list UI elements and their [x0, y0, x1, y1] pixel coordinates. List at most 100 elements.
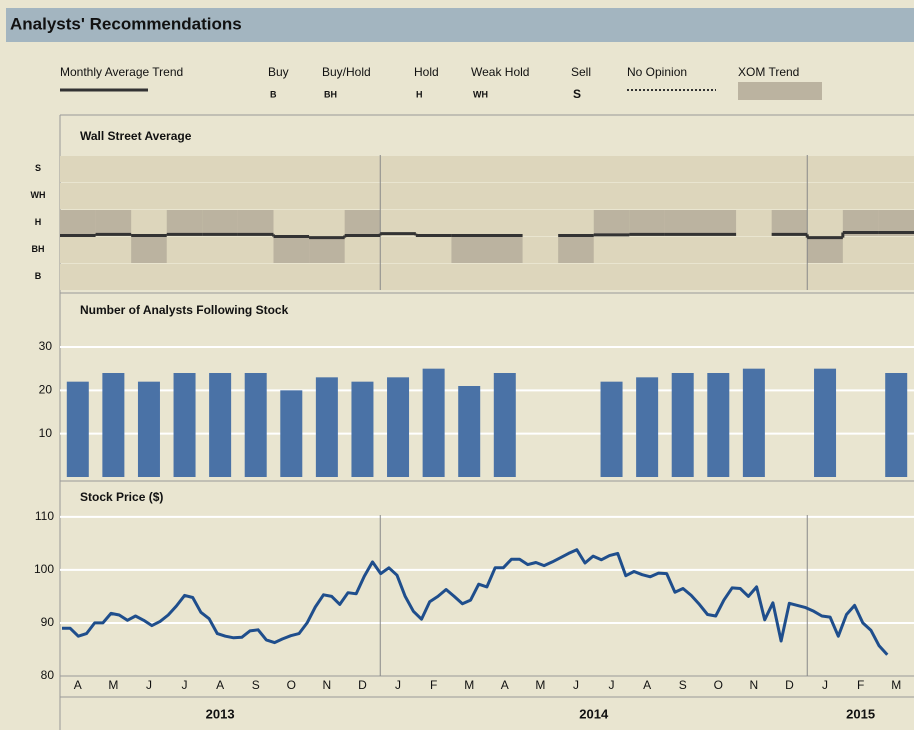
legend-swatch: [738, 82, 822, 100]
legend-code: WH: [473, 89, 488, 99]
y-tick-label: 90: [41, 615, 55, 629]
x-tick-label: D: [358, 678, 367, 692]
x-tick-label: N: [323, 678, 332, 692]
xom-trend-band: [202, 210, 238, 236]
bar: [66, 381, 89, 477]
year-label: 2013: [206, 706, 235, 721]
xom-trend-band: [451, 237, 487, 263]
bar: [102, 373, 125, 477]
legend-label: Hold: [414, 65, 439, 79]
x-tick-label: J: [395, 678, 401, 692]
legend-label: No Opinion: [627, 65, 687, 79]
y-tick-label: WH: [31, 190, 46, 200]
x-tick-label: J: [609, 678, 615, 692]
x-tick-label: F: [857, 678, 864, 692]
x-tick-label: N: [750, 678, 759, 692]
xom-trend-band: [771, 210, 808, 236]
legend-label: XOM Trend: [738, 65, 799, 79]
x-tick-label: J: [822, 678, 828, 692]
panel-title: Stock Price ($): [80, 490, 163, 504]
xom-trend-band: [166, 210, 203, 236]
bar: [173, 373, 196, 477]
x-tick-label: S: [252, 678, 260, 692]
x-tick-label: O: [714, 678, 723, 692]
rating-row: [60, 264, 914, 290]
x-tick-label: J: [146, 678, 152, 692]
legend-code: B: [270, 89, 277, 99]
y-tick-label: 100: [34, 562, 54, 576]
xom-trend-band: [807, 237, 843, 263]
x-tick-label: D: [785, 678, 794, 692]
header-title: Analysts' Recommendations: [10, 14, 242, 33]
legend-code: S: [573, 87, 581, 101]
xom-trend-band: [629, 210, 665, 236]
xom-trend-band: [60, 210, 96, 236]
bar: [387, 377, 410, 477]
xom-trend-band: [273, 237, 310, 263]
bar: [885, 373, 908, 477]
x-tick-label: A: [74, 678, 82, 692]
y-tick-label: BH: [32, 244, 45, 254]
year-label: 2014: [579, 706, 609, 721]
x-tick-label: M: [464, 678, 474, 692]
bar: [315, 377, 338, 477]
y-tick-label: 30: [39, 339, 53, 353]
x-tick-label: M: [108, 678, 118, 692]
year-label: 2015: [846, 706, 875, 721]
bar: [707, 373, 730, 477]
xom-trend-band: [558, 237, 594, 263]
xom-trend-band: [664, 210, 701, 236]
bar: [458, 386, 481, 477]
panel-title: Number of Analysts Following Stock: [80, 303, 289, 317]
y-tick-label: S: [35, 163, 41, 173]
xom-trend-band: [487, 237, 523, 263]
xom-trend-band: [95, 210, 132, 236]
xom-trend-band: [131, 237, 167, 263]
legend-label: Buy: [268, 65, 289, 79]
legend-label: Monthly Average Trend: [60, 65, 183, 79]
x-tick-label: A: [643, 678, 651, 692]
x-tick-label: A: [216, 678, 224, 692]
bar: [600, 381, 623, 477]
panel-title: Wall Street Average: [80, 129, 192, 143]
xom-trend-band: [344, 210, 381, 236]
bar: [351, 381, 374, 477]
y-tick-label: B: [35, 271, 42, 281]
bar: [742, 368, 765, 477]
xom-trend-band: [593, 210, 630, 236]
bar: [814, 368, 837, 477]
legend-label: Weak Hold: [471, 65, 529, 79]
x-tick-label: J: [182, 678, 188, 692]
x-tick-label: M: [891, 678, 901, 692]
x-tick-label: S: [679, 678, 687, 692]
x-tick-label: A: [501, 678, 509, 692]
y-tick-label: 10: [39, 426, 53, 440]
x-tick-label: J: [573, 678, 579, 692]
x-tick-label: O: [287, 678, 296, 692]
rating-row: [60, 156, 914, 182]
bar: [244, 373, 267, 477]
bar: [209, 373, 232, 477]
xom-trend-band: [309, 237, 345, 263]
xom-trend-band: [700, 210, 737, 236]
bar: [422, 368, 445, 477]
y-tick-label: 110: [35, 509, 54, 523]
bar: [280, 390, 303, 477]
price-line: [62, 548, 889, 656]
y-tick-label: H: [35, 217, 42, 227]
bar: [137, 381, 160, 477]
y-tick-label: 20: [39, 383, 53, 397]
bar: [636, 377, 659, 477]
bar: [493, 373, 516, 477]
rating-row: [60, 183, 914, 209]
xom-trend-band: [237, 210, 274, 236]
legend-code: H: [416, 89, 423, 99]
legend-label: Buy/Hold: [322, 65, 371, 79]
x-tick-label: F: [430, 678, 437, 692]
x-tick-label: M: [535, 678, 545, 692]
legend-label: Sell: [571, 65, 591, 79]
y-tick-label: 80: [41, 668, 55, 682]
header-bar: [6, 8, 914, 42]
